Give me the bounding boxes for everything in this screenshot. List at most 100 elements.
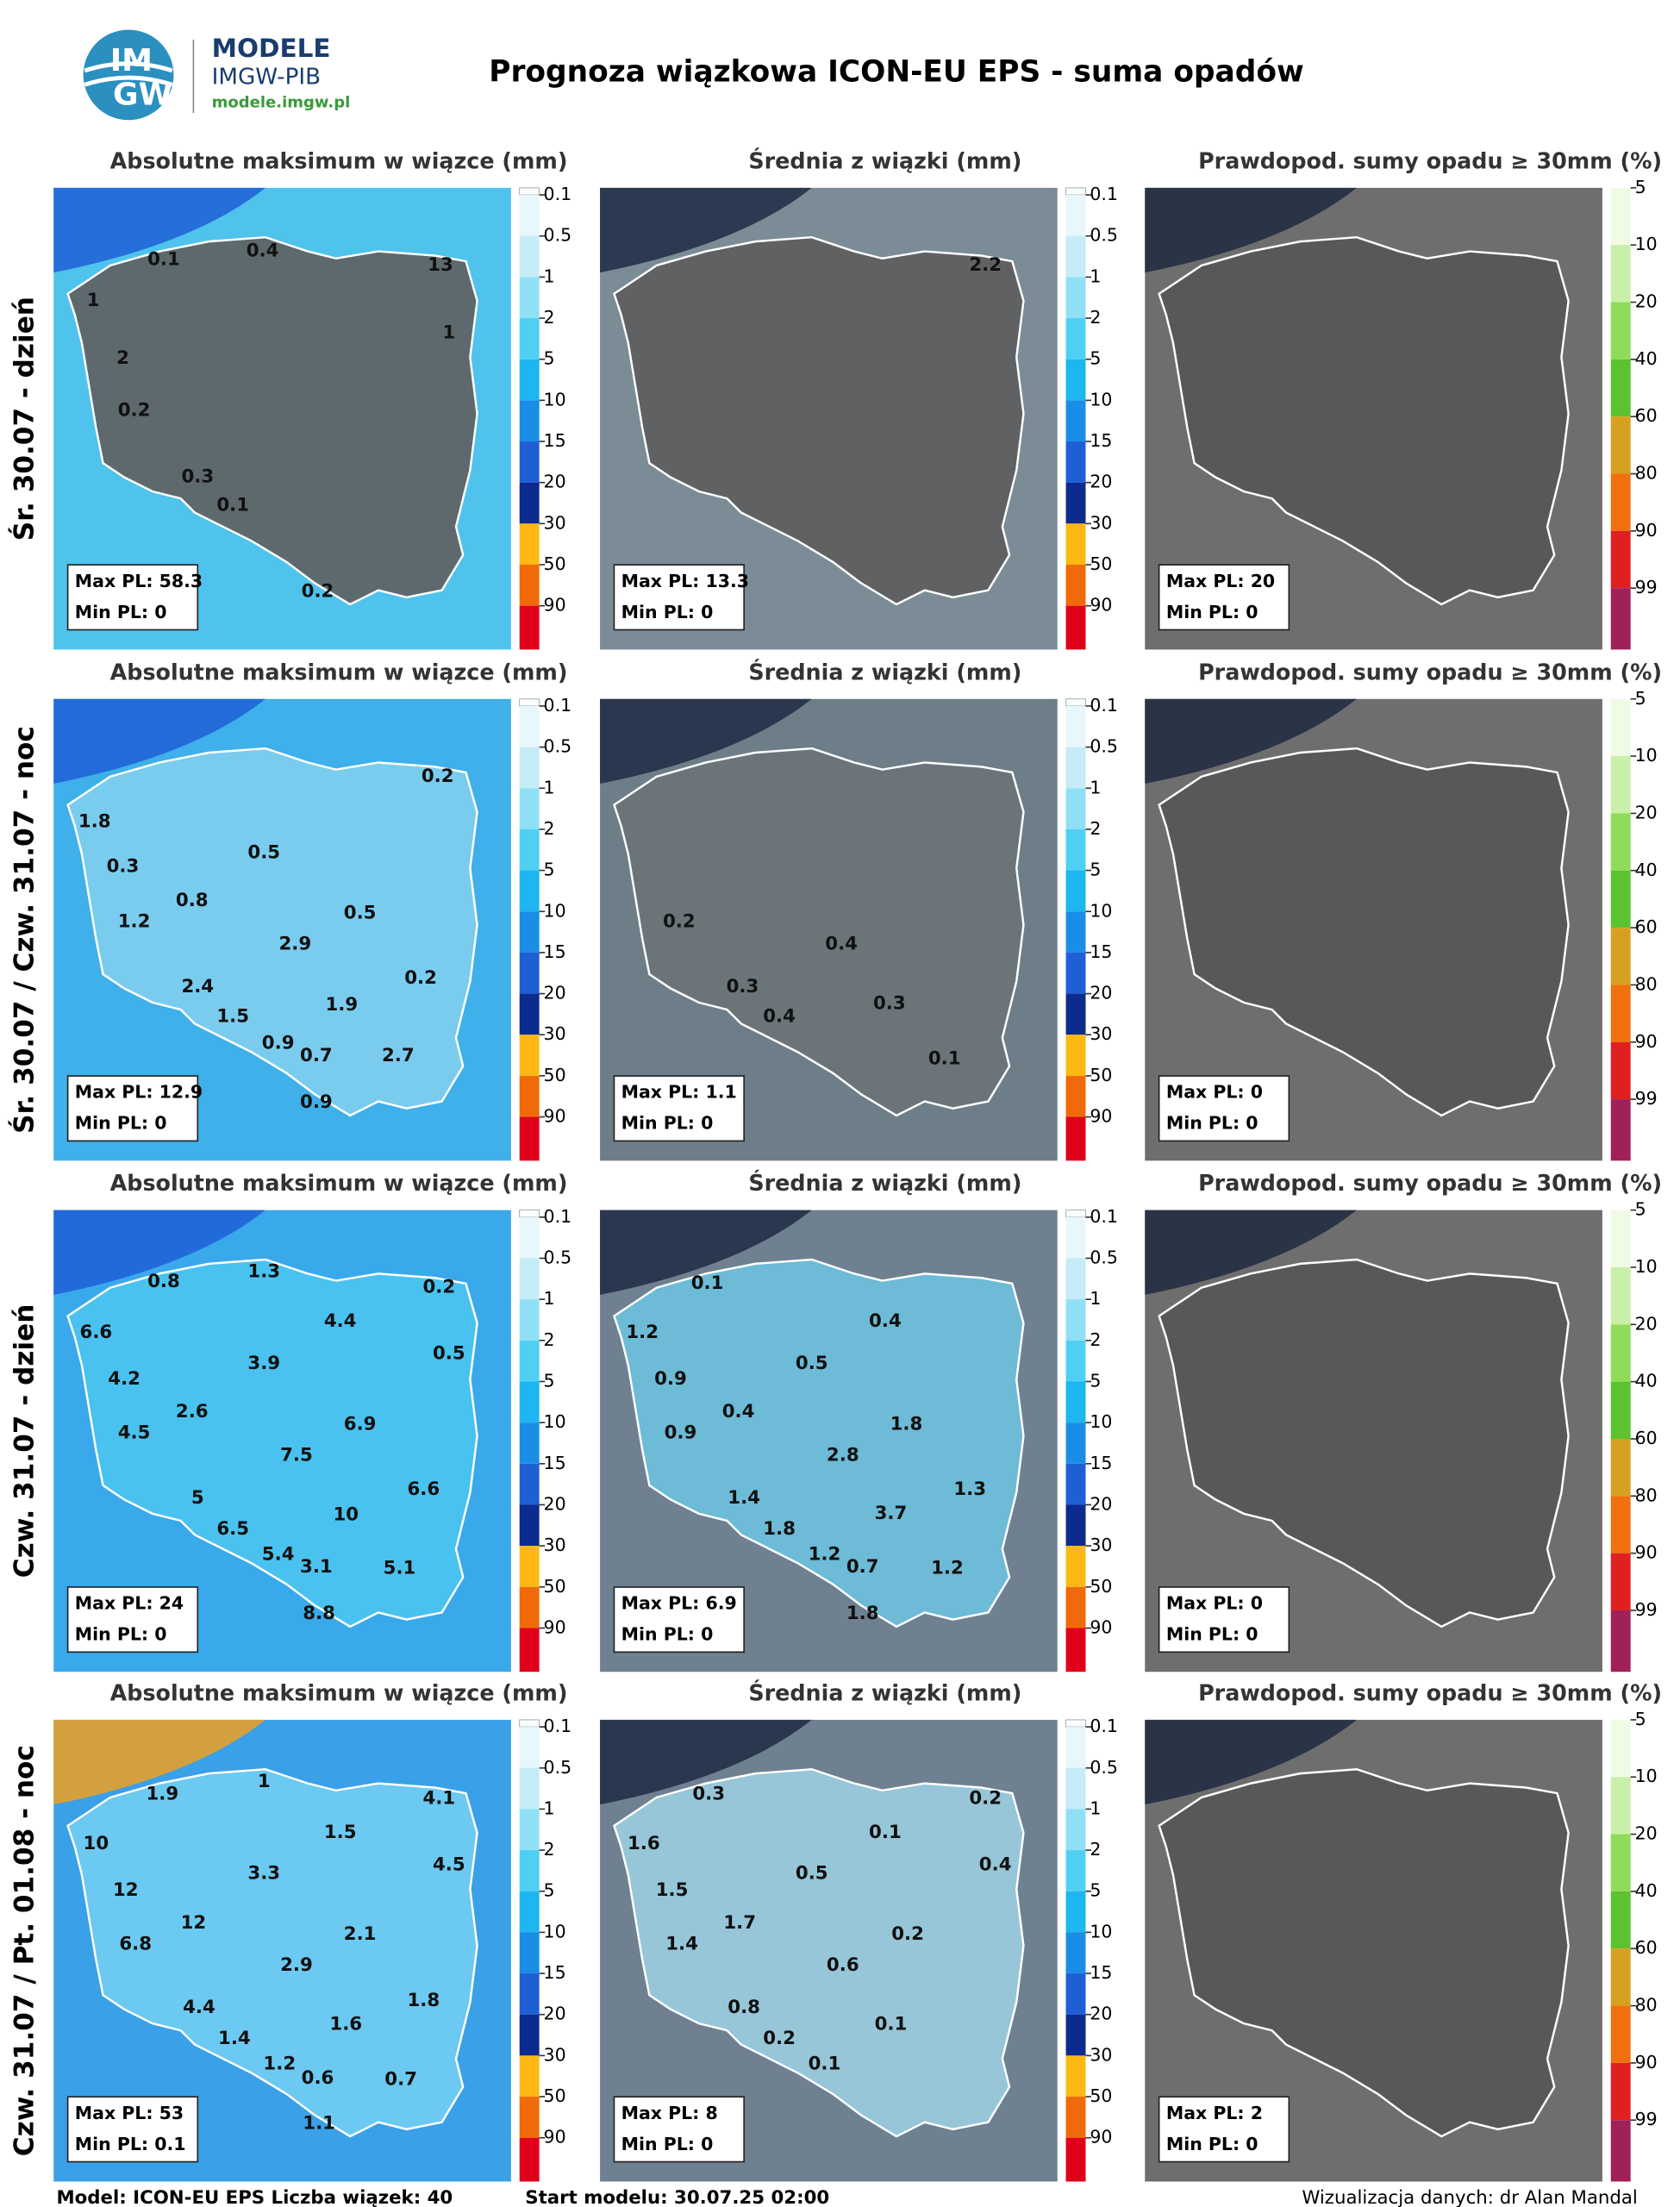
map-value-label: 1.8	[763, 1518, 796, 1540]
map-value-label: 1.9	[325, 994, 358, 1016]
colorbar-segment	[519, 1422, 540, 1464]
colorbar-segment	[1065, 482, 1086, 524]
colorbar-label: 2	[1090, 307, 1101, 328]
colorbar-label: 90	[544, 2127, 566, 2148]
colorbar-label: 0.5	[544, 736, 572, 757]
colorbar-label: 30	[544, 2044, 566, 2065]
row-label: Czw. 31.07 / Pt. 01.08 - noc	[9, 1745, 40, 2156]
colorbar-segment	[1065, 1299, 1086, 1341]
max-label: Max PL: 24	[75, 1593, 184, 1614]
colorbar-segment	[1065, 1891, 1086, 1933]
colorbar-label: 30	[1090, 1535, 1112, 1555]
colorbar-segment	[519, 911, 540, 953]
map-value-label: 4.5	[433, 1854, 465, 1876]
colorbar-label: 20	[544, 983, 566, 1003]
colorbar-label: 15	[1090, 430, 1112, 451]
map-value-label: 0.4	[247, 241, 279, 262]
colorbar-segment	[1065, 2097, 1086, 2138]
map-value-label: 0.3	[873, 993, 906, 1015]
colorbar-segment	[519, 1850, 540, 1891]
stats-box	[66, 1075, 199, 1142]
map: 1.9 1 4.1 10 1.5 4.5 3.3 12 12 2.1 6.8 2.9 1.8 4.4 1.6…	[53, 1719, 511, 2182]
colorbar-segment	[1065, 2014, 1086, 2056]
colorbar-top	[519, 1210, 540, 1218]
colorbar-segment	[1610, 1553, 1631, 1610]
map-value-label: 1.4	[728, 1487, 760, 1509]
colorbar-segment	[519, 705, 540, 747]
colorbar-label: 0.5	[1090, 225, 1118, 246]
colorbar-label: 1	[544, 777, 555, 797]
colorbar-label: 90	[1090, 1106, 1112, 1127]
map-value-label: 0.6	[302, 2067, 334, 2089]
colorbar-segment	[1065, 705, 1086, 747]
map-value-label: 0.2	[118, 400, 151, 422]
colorbar-label: 2	[544, 818, 555, 839]
colorbar-label: 10	[1090, 1411, 1112, 1432]
min-label: Min PL: 0	[621, 602, 714, 622]
colorbar-segment	[519, 482, 540, 524]
poland-outline	[1158, 1258, 1570, 1629]
colorbar-label: 30	[1090, 512, 1112, 533]
colorbar-label: 99	[1635, 2109, 1658, 2129]
colorbar-label: 10	[544, 389, 566, 410]
colorbar-segment	[519, 277, 540, 319]
colorbar-segment	[1610, 1381, 1631, 1439]
colorbar-segment	[1610, 359, 1631, 417]
map-value-label: 0.2	[423, 1277, 456, 1298]
colorbar-label: 1	[1090, 1797, 1101, 1818]
colorbar-label: 15	[544, 1962, 566, 1983]
colorbar-label: 20	[544, 472, 566, 492]
stats-box	[613, 564, 745, 631]
sea	[1145, 698, 1357, 785]
row-label: Śr. 30.07 / Czw. 31.07 - noc	[6, 726, 40, 1134]
poland-outline	[1158, 1767, 1570, 2138]
colorbar-segment	[1610, 416, 1631, 474]
colorbar-segment	[519, 2137, 540, 2182]
colorbar-segment	[1610, 1610, 1631, 1672]
colorbar-segment	[1610, 1834, 1631, 1891]
map-value-label: 13	[428, 254, 453, 276]
colorbar-segment	[1065, 1973, 1086, 2015]
colorbar-label: 15	[1090, 1962, 1112, 1983]
stats-box	[1158, 564, 1290, 631]
colorbar-label: 50	[1090, 1065, 1112, 1085]
min-label: Min PL: 0.1	[75, 2134, 186, 2154]
map-value-label: 1.6	[628, 1833, 660, 1854]
colorbar-segment	[1610, 2005, 1631, 2063]
colorbar-segment	[1610, 1324, 1631, 1382]
panel-title: Średnia z wiązki (mm)	[748, 659, 1021, 685]
colorbar-label: 10	[1635, 745, 1658, 766]
map-value-label: 0.5	[796, 1862, 828, 1884]
panel-title: Absolutne maksimum w wiązce (mm)	[110, 147, 568, 173]
site: modele.imgw.pl	[212, 94, 351, 112]
colorbar-label: 50	[1090, 553, 1112, 574]
map-value-label: 6.8	[119, 1933, 152, 1954]
map-value-label: 0.2	[404, 967, 437, 989]
colorbar-label: 40	[1635, 860, 1658, 880]
colorbar-label: 20	[1090, 472, 1112, 492]
colorbar-segment	[1065, 277, 1086, 319]
min-label: Min PL: 0	[1166, 602, 1258, 622]
map-value-label: 5	[191, 1487, 204, 1509]
map-value-label: 3.9	[247, 1353, 280, 1374]
colorbar-label: 0.1	[544, 1206, 572, 1227]
map-value-label: 1.7	[723, 1912, 756, 1934]
colorbar-label: 0.5	[544, 1757, 572, 1778]
poland-outline	[66, 235, 478, 606]
map-value-label: 0.7	[384, 2069, 417, 2091]
colorbar-label: 2	[1090, 1839, 1101, 1860]
map-value-label: 0.4	[763, 1005, 796, 1027]
colorbar-segment	[519, 195, 540, 236]
poland-outline	[612, 747, 1025, 1117]
colorbar-segment	[1610, 588, 1631, 650]
colorbar-label: 50	[1090, 2085, 1112, 2106]
stats-box	[1158, 2096, 1290, 2163]
map: Max PL: 2 Min PL: 0	[1145, 1719, 1602, 2182]
map-value-label: 0.1	[869, 1822, 902, 1843]
colorbar-label: 15	[1090, 941, 1112, 962]
map-value-label: 0.1	[691, 1272, 724, 1294]
colorbar-segment	[1065, 993, 1086, 1035]
colorbar-label: 20	[1635, 1823, 1658, 1844]
map-value-label: 0.3	[692, 1784, 725, 1805]
